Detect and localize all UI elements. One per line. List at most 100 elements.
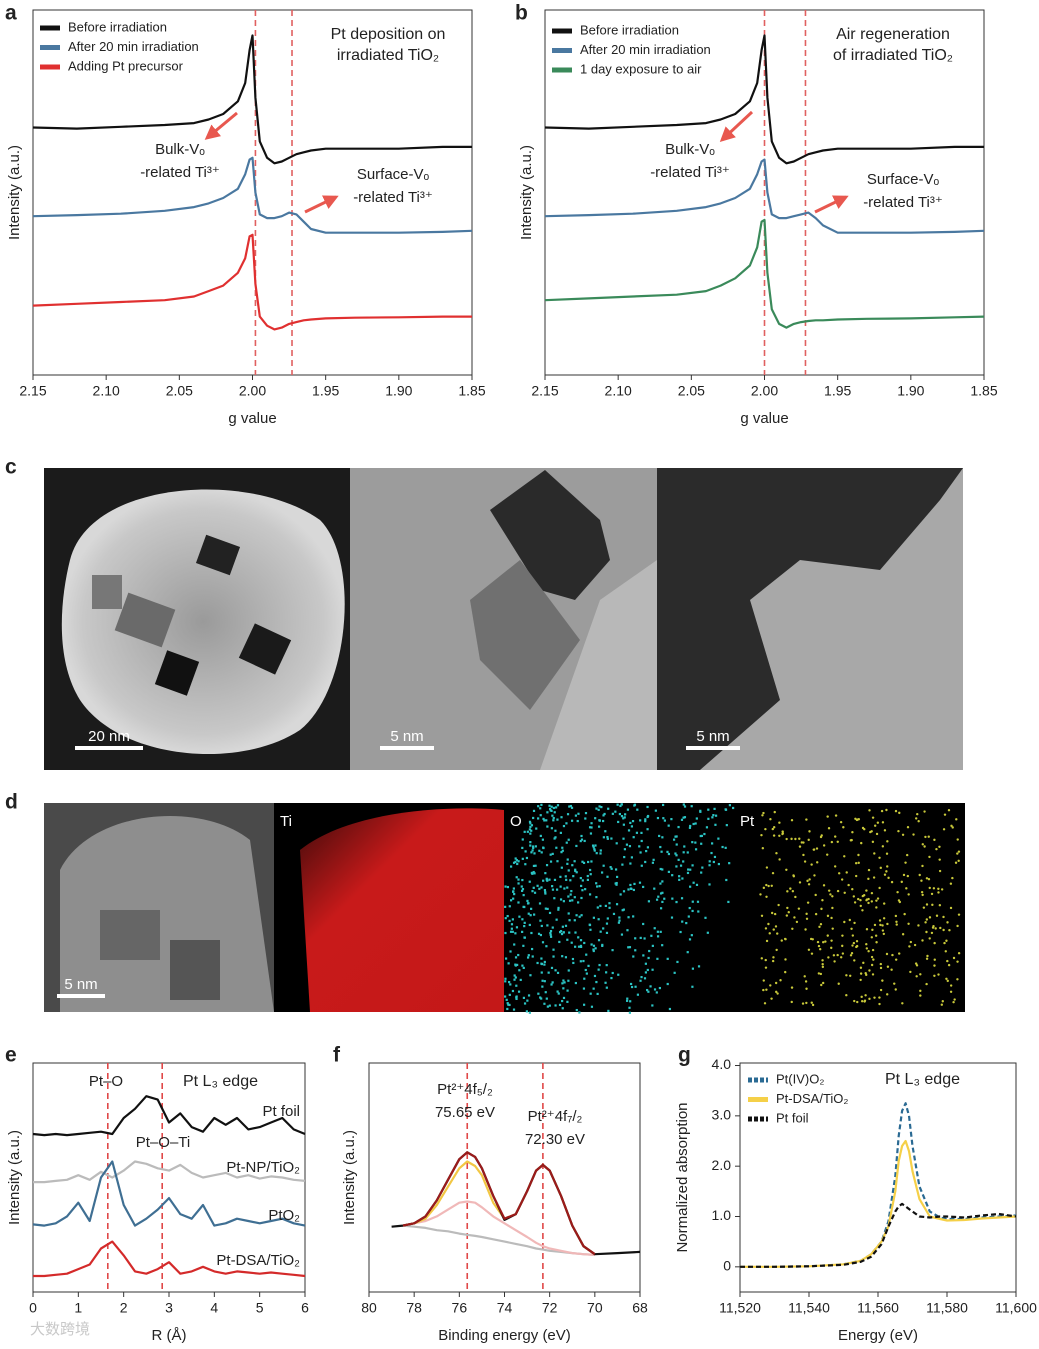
map-dot xyxy=(542,846,545,849)
map-dot xyxy=(527,994,531,997)
map-dot xyxy=(682,860,685,863)
map-dot xyxy=(512,897,515,900)
map-dot xyxy=(644,971,647,974)
map-dot xyxy=(944,950,947,953)
map-dot xyxy=(626,929,629,932)
map-dot xyxy=(918,873,921,877)
map-dot xyxy=(634,937,637,940)
map-dot xyxy=(610,976,613,980)
map-dot xyxy=(777,903,780,907)
map-dot xyxy=(760,957,763,960)
map-dot xyxy=(514,976,517,979)
map-dot xyxy=(859,972,863,975)
map-dot xyxy=(538,902,542,905)
map-dot xyxy=(523,830,526,833)
map-dot xyxy=(830,946,833,950)
map-dot xyxy=(653,927,656,930)
map-dot xyxy=(905,853,909,857)
map-dot xyxy=(516,862,519,866)
map-dot xyxy=(629,821,632,825)
map-dot xyxy=(699,834,702,838)
annotation: Pt²⁺4f₇/₂ xyxy=(528,1108,583,1125)
map-dot xyxy=(833,865,837,868)
map-dot xyxy=(772,834,776,837)
map-dot xyxy=(893,982,896,985)
data-line xyxy=(544,218,985,329)
map-dot xyxy=(901,1002,904,1005)
map-dot xyxy=(656,930,659,933)
map-dot xyxy=(868,997,871,1001)
map-dot xyxy=(776,932,779,935)
map-dot xyxy=(504,931,507,935)
map-dot xyxy=(824,940,827,943)
map-dot xyxy=(651,1004,654,1007)
map-dot xyxy=(879,962,883,966)
map-dot xyxy=(598,885,601,888)
map-dot xyxy=(696,900,700,903)
map-dot xyxy=(522,996,526,999)
map-dot xyxy=(537,805,540,808)
map-dot xyxy=(508,1003,511,1007)
map-dot xyxy=(523,936,526,939)
map-dot xyxy=(558,1003,562,1006)
map-dot xyxy=(697,965,701,968)
map-dot xyxy=(550,805,553,808)
map-dot xyxy=(827,827,831,830)
map-dot xyxy=(548,804,551,807)
map-dot xyxy=(695,817,698,820)
map-dot xyxy=(759,893,762,896)
map-dot xyxy=(686,871,690,875)
map-dot xyxy=(567,979,570,982)
map-dot xyxy=(509,930,513,933)
map-dot xyxy=(546,1005,549,1008)
map-dot xyxy=(523,921,526,924)
map-dot xyxy=(881,924,884,927)
map-dot xyxy=(515,997,518,1001)
chart-title: irradiated TiO₂ xyxy=(337,47,439,64)
map-dot xyxy=(623,816,626,819)
map-dot xyxy=(577,945,581,948)
map-dot xyxy=(544,892,547,895)
map-dot xyxy=(670,818,673,821)
map-dot xyxy=(667,824,670,827)
map-dot xyxy=(942,928,945,932)
map-dot xyxy=(584,811,588,815)
x-tick-label: 4 xyxy=(210,1300,218,1316)
map-dot xyxy=(610,867,613,870)
map-dot xyxy=(549,929,553,933)
map-dot xyxy=(661,868,664,871)
map-dot xyxy=(930,931,934,935)
map-dot xyxy=(881,845,885,848)
map-dot xyxy=(521,964,524,967)
annotation-arrow xyxy=(719,110,754,143)
map-panel xyxy=(734,803,965,1012)
map-dot xyxy=(845,993,848,997)
map-dot xyxy=(565,822,568,825)
map-dot xyxy=(881,821,885,824)
map-dot xyxy=(666,850,669,853)
map-dot xyxy=(771,871,775,875)
map-dot xyxy=(597,939,601,942)
region xyxy=(540,560,657,770)
map-dot xyxy=(651,968,654,971)
map-dot xyxy=(556,804,560,807)
map-dot xyxy=(686,851,689,854)
map-dot xyxy=(559,930,563,933)
map-dot xyxy=(917,924,920,927)
y-tick-label: 1.0 xyxy=(712,1207,732,1223)
map-dot xyxy=(938,869,942,873)
map-dot xyxy=(805,1001,808,1005)
map-dot xyxy=(898,811,901,815)
map-dot xyxy=(640,864,643,867)
data-line xyxy=(32,233,472,331)
map-dot xyxy=(568,899,572,902)
map-dot xyxy=(522,944,525,947)
map-dot xyxy=(691,985,694,988)
map-dot xyxy=(569,804,572,808)
map-dot xyxy=(529,822,532,825)
map-dot xyxy=(938,904,942,907)
map-dot xyxy=(515,926,519,929)
map-dot xyxy=(564,924,568,927)
map-dot xyxy=(639,936,642,940)
map-dot xyxy=(524,850,527,853)
